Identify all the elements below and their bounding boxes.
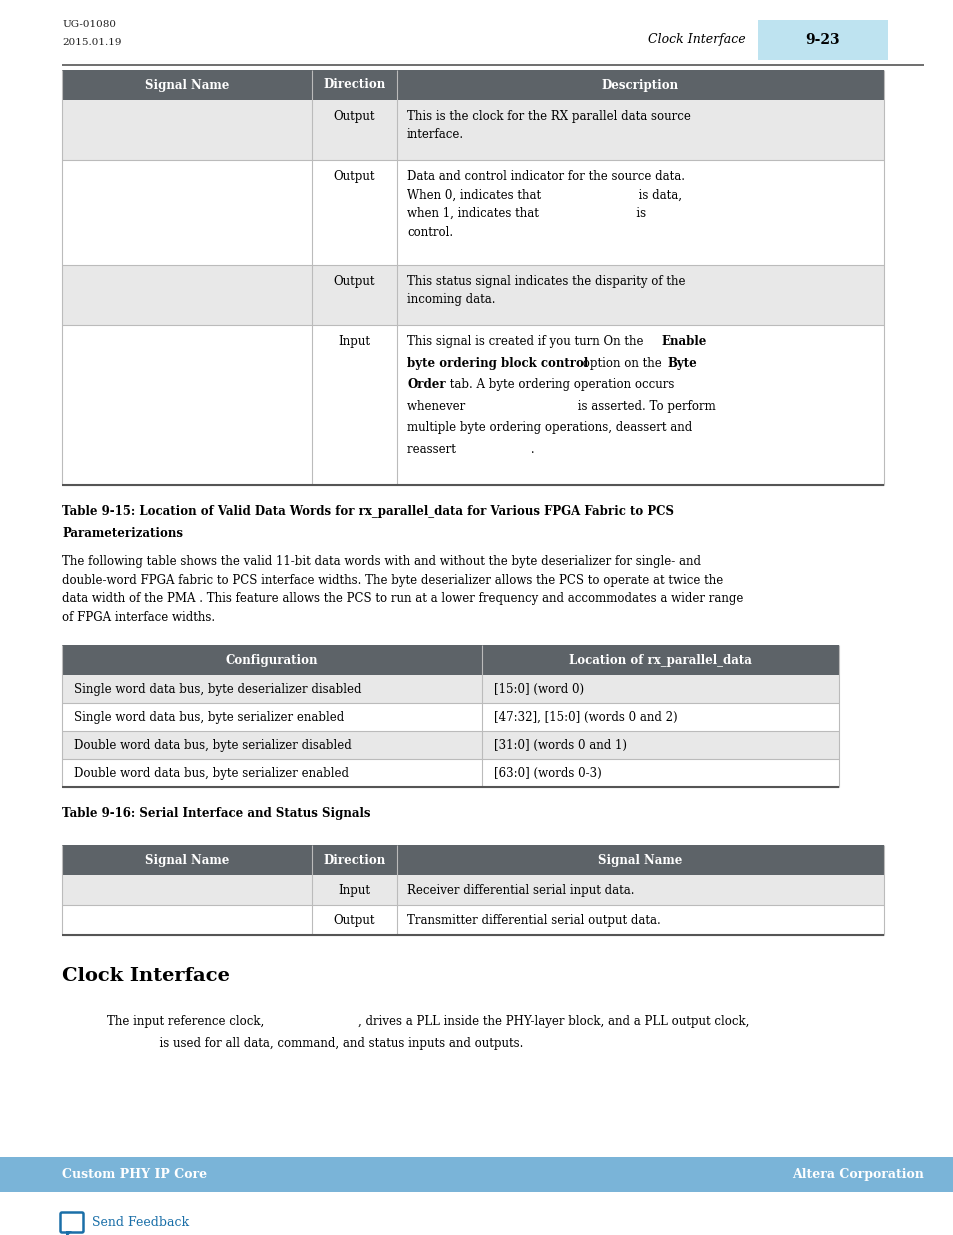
Text: Double word data bus, byte serializer enabled: Double word data bus, byte serializer en… [74, 767, 349, 779]
Text: [15:0] (word 0): [15:0] (word 0) [494, 683, 583, 695]
Text: The following table shows the valid 11-bit data words with and without the byte : The following table shows the valid 11-b… [62, 555, 742, 624]
Text: 2015.01.19: 2015.01.19 [62, 38, 121, 47]
FancyBboxPatch shape [60, 1213, 84, 1233]
Text: Custom PHY IP Core: Custom PHY IP Core [62, 1168, 207, 1181]
Text: Output: Output [334, 275, 375, 288]
FancyBboxPatch shape [62, 905, 883, 935]
Text: Location of rx_parallel_data: Location of rx_parallel_data [569, 653, 751, 667]
Text: UG-01080: UG-01080 [62, 20, 116, 28]
Text: is used for all data, command, and status inputs and outputs.: is used for all data, command, and statu… [107, 1037, 523, 1050]
FancyBboxPatch shape [62, 161, 883, 266]
Text: Output: Output [334, 110, 375, 124]
Text: Byte: Byte [666, 357, 696, 369]
Text: This signal is created if you turn On the: This signal is created if you turn On th… [407, 335, 646, 348]
FancyBboxPatch shape [62, 876, 883, 905]
Text: Direction: Direction [323, 853, 385, 867]
Text: This is the clock for the RX parallel data source
interface.: This is the clock for the RX parallel da… [407, 110, 690, 142]
Text: Signal Name: Signal Name [598, 853, 682, 867]
Text: The input reference clock,                         , drives a PLL inside the PHY: The input reference clock, , drives a PL… [107, 1015, 749, 1028]
Text: [63:0] (words 0-3): [63:0] (words 0-3) [494, 767, 601, 779]
Text: Configuration: Configuration [226, 653, 318, 667]
Text: 9-23: 9-23 [805, 33, 840, 47]
FancyBboxPatch shape [62, 70, 883, 100]
Text: Receiver differential serial input data.: Receiver differential serial input data. [407, 883, 634, 897]
Text: This status signal indicates the disparity of the
incoming data.: This status signal indicates the dispari… [407, 275, 685, 306]
Text: Output: Output [334, 914, 375, 926]
Text: Parameterizations: Parameterizations [62, 527, 183, 540]
Text: Double word data bus, byte serializer disabled: Double word data bus, byte serializer di… [74, 739, 352, 752]
Text: option on the: option on the [578, 357, 665, 369]
Text: Table 9-15: Location of Valid Data Words for rx_parallel_data for Various FPGA F: Table 9-15: Location of Valid Data Words… [62, 505, 673, 517]
Text: Order: Order [407, 378, 445, 391]
FancyBboxPatch shape [62, 760, 838, 787]
FancyBboxPatch shape [62, 676, 838, 703]
FancyBboxPatch shape [0, 1157, 953, 1192]
Text: Input: Input [338, 883, 370, 897]
Text: whenever                              is asserted. To perform: whenever is asserted. To perform [407, 399, 715, 412]
Text: reassert                    .: reassert . [407, 442, 534, 456]
Text: Single word data bus, byte serializer enabled: Single word data bus, byte serializer en… [74, 710, 344, 724]
Text: Transmitter differential serial output data.: Transmitter differential serial output d… [407, 914, 660, 926]
Text: Clock Interface: Clock Interface [62, 967, 230, 986]
Text: Signal Name: Signal Name [145, 79, 229, 91]
Text: Table 9-16: Serial Interface and Status Signals: Table 9-16: Serial Interface and Status … [62, 806, 370, 820]
Text: Send Feedback: Send Feedback [91, 1216, 189, 1229]
Text: Direction: Direction [323, 79, 385, 91]
Text: Output: Output [334, 170, 375, 183]
Text: Clock Interface: Clock Interface [648, 33, 745, 47]
Text: Signal Name: Signal Name [145, 853, 229, 867]
Text: Input: Input [338, 335, 370, 348]
Text: Single word data bus, byte deserializer disabled: Single word data bus, byte deserializer … [74, 683, 361, 695]
FancyBboxPatch shape [62, 266, 883, 325]
FancyBboxPatch shape [62, 703, 838, 731]
Text: Data and control indicator for the source data.
When 0, indicates that          : Data and control indicator for the sourc… [407, 170, 684, 238]
FancyBboxPatch shape [62, 645, 838, 676]
Text: Altera Corporation: Altera Corporation [791, 1168, 923, 1181]
FancyBboxPatch shape [62, 325, 883, 485]
Text: byte ordering block control: byte ordering block control [407, 357, 588, 369]
FancyBboxPatch shape [62, 845, 883, 876]
FancyBboxPatch shape [62, 731, 838, 760]
Text: [47:32], [15:0] (words 0 and 2): [47:32], [15:0] (words 0 and 2) [494, 710, 677, 724]
Text: multiple byte ordering operations, deassert and: multiple byte ordering operations, deass… [407, 421, 692, 433]
Text: Description: Description [601, 79, 679, 91]
FancyBboxPatch shape [62, 100, 883, 161]
Polygon shape [66, 1231, 71, 1235]
Text: Enable: Enable [660, 335, 705, 348]
FancyBboxPatch shape [758, 20, 887, 61]
Text: tab. A byte ordering operation occurs: tab. A byte ordering operation occurs [446, 378, 674, 391]
Text: [31:0] (words 0 and 1): [31:0] (words 0 and 1) [494, 739, 626, 752]
